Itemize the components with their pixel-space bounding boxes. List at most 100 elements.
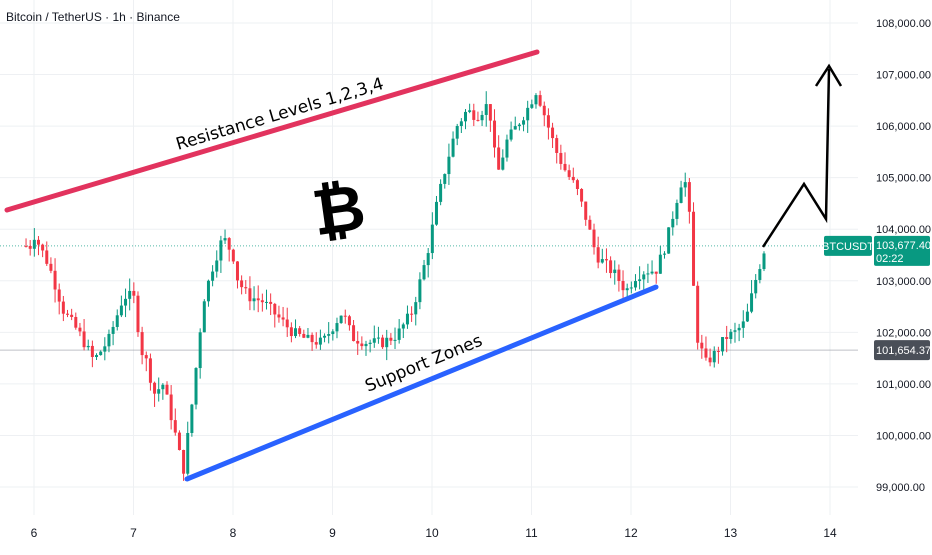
candle-body [468,110,472,112]
candle-body [215,260,219,272]
candle-body [248,288,252,302]
candle-body [750,293,754,312]
candle-body [662,253,666,255]
symbol-badge [824,235,872,256]
candle-body [679,187,683,203]
x-tick-label: 8 [230,526,237,540]
candle-body [323,335,327,338]
x-tick-label: 10 [425,526,439,540]
candle-body [563,163,567,171]
candle-body [480,114,484,121]
candle-body [61,301,65,314]
candle-body [505,139,509,158]
candle-body [182,449,186,474]
candle-body [65,313,69,315]
candle-body [144,355,148,359]
candle-body [476,119,480,121]
y-tick-label: 100,000.00 [876,430,931,442]
candle-body [430,224,434,254]
candle-body [28,245,32,249]
candle-body [165,384,169,395]
candle-body [484,104,488,115]
candle-body [401,324,405,329]
candle-body [95,355,99,358]
chart-title: Bitcoin / TetherUS · 1h · Binance [6,10,180,24]
candle-body [269,301,273,304]
candle-body [671,218,675,228]
candle-body [177,432,181,450]
candle-body [592,229,596,248]
candle-body [758,269,762,280]
candle-body [285,319,289,328]
candle-body [86,345,90,348]
candle-body [551,127,555,139]
candle-body [256,298,260,301]
candle-body [119,305,123,316]
candle-body [410,313,414,315]
x-tick-label: 12 [624,526,638,540]
x-tick-label: 6 [31,526,38,540]
candle-body [708,357,712,363]
candle-body [613,269,617,274]
projection-arrowhead-icon [814,63,843,87]
candle-body [700,342,704,349]
candle-body [762,253,766,270]
symbol-badge-label: BTCUSDT [822,241,874,253]
candle-body [24,245,28,247]
candle-body [264,301,268,303]
candle-body [426,253,430,266]
candle-body [642,274,646,280]
y-tick-label: 107,000.00 [876,70,931,82]
candle-body [231,249,235,262]
candle-body [153,382,157,394]
candle-body [745,311,749,322]
candle-body [173,420,177,433]
candle-body [318,337,322,345]
y-tick-label: 104,000.00 [876,224,931,236]
x-tick-label: 11 [525,526,538,540]
candle-body [32,239,36,249]
support-trendline [184,284,659,482]
candle-body [41,244,45,251]
candle-body [584,201,588,220]
candle-body [372,338,376,343]
y-tick-label: 102,000.00 [876,327,931,339]
candle-body [687,182,691,212]
candle-body [571,176,575,181]
candle-body [252,298,256,302]
candle-body [136,295,140,333]
countdown-label: 02:22 [876,253,904,265]
candle-body [389,337,393,341]
candle-body [418,279,422,303]
candle-body [128,290,132,299]
candle-body [692,211,696,286]
candle-body [472,110,476,120]
candle-body [600,259,604,263]
candle-body [310,334,314,343]
candle-body [240,280,244,288]
y-tick-label: 101,000.00 [876,379,931,391]
candle-body [132,290,136,296]
candle-body [356,341,360,344]
candle-body [347,316,351,326]
candle-body [352,325,356,342]
candle-body [376,337,380,339]
candle-body [729,331,733,339]
candle-body [625,288,629,291]
candle-body [542,105,546,116]
candle-body [211,271,215,281]
candle-body [604,259,608,261]
candle-body [244,287,248,289]
y-tick-label: 106,000.00 [876,121,931,133]
candle-body [103,346,107,352]
candle-body [451,138,455,157]
candle-body [434,201,438,225]
candle-body [588,219,592,230]
candle-body [567,170,571,177]
candle-body [405,313,409,325]
candle-body [754,279,758,294]
candle-body [737,327,741,331]
candle-body [202,301,206,333]
